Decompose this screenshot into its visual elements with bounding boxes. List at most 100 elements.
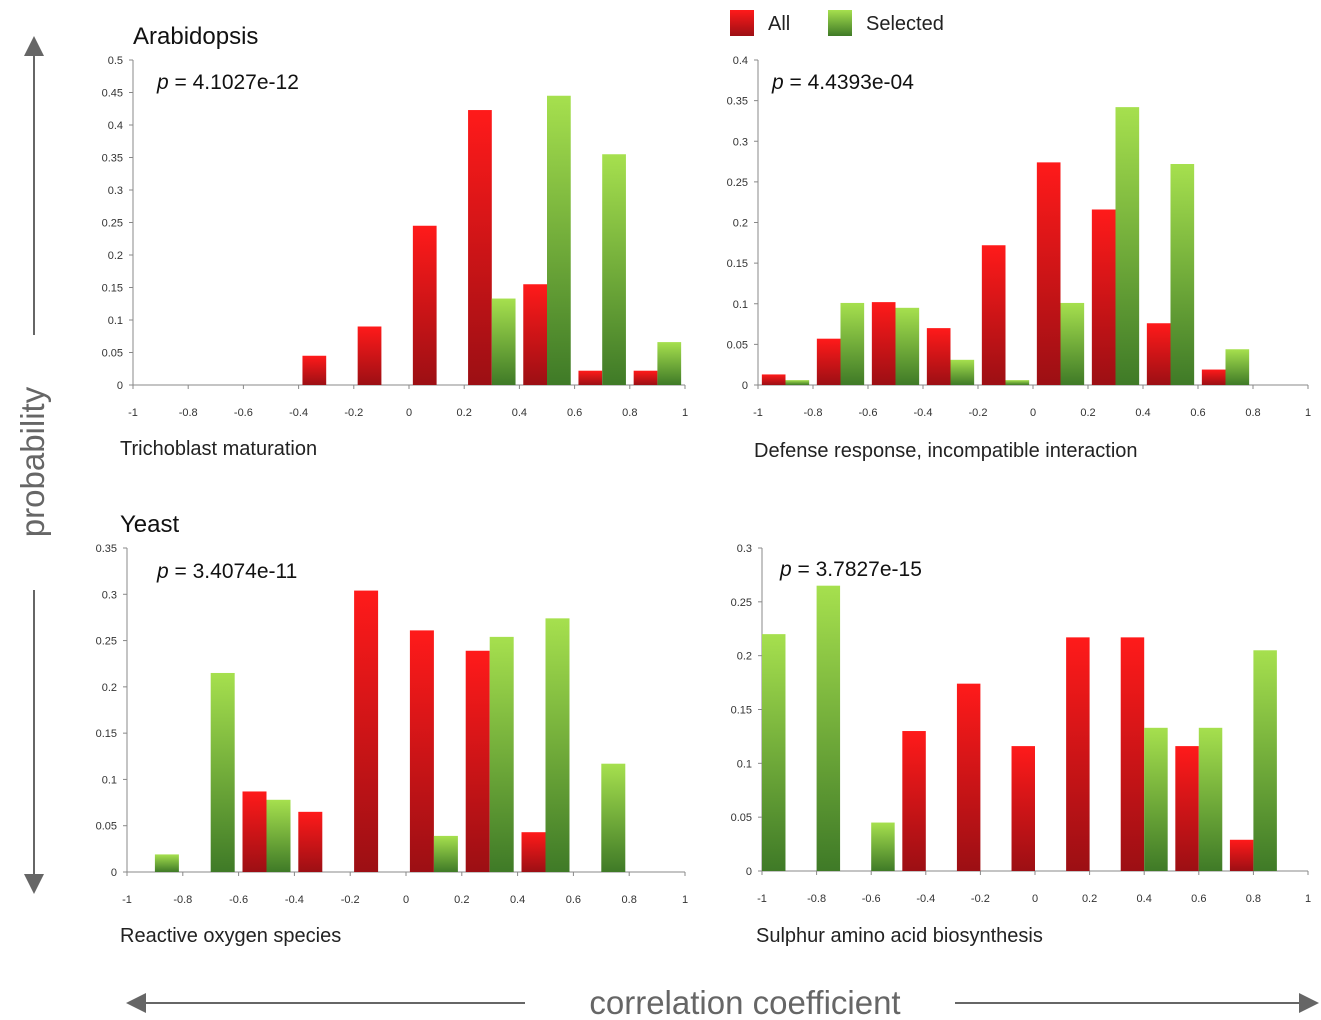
x-tick-label: -0.2 — [971, 893, 990, 905]
legend-swatch-selected — [828, 10, 852, 36]
x-tick-label: -0.6 — [234, 407, 253, 419]
x-axis-label: correlation coefficient — [589, 984, 900, 1020]
y-tick-label: 0.3 — [108, 185, 123, 197]
y-tick-label: 0.15 — [731, 705, 752, 717]
bar-all — [1091, 209, 1116, 385]
y-tick-label: 0.35 — [96, 543, 117, 555]
x-tick-label: -0.8 — [804, 407, 823, 419]
y-tick-label: 0.2 — [102, 682, 117, 694]
y-tick-label: 0 — [746, 866, 752, 878]
x-tick-label: -0.8 — [179, 407, 198, 419]
x-tick-label: -0.4 — [285, 894, 304, 906]
bar-all — [1175, 746, 1199, 871]
x-tick-label: -0.4 — [914, 407, 933, 419]
y-tick-label: 0.4 — [733, 55, 748, 67]
x-tick-label: 0.2 — [454, 894, 469, 906]
y-tick-label: 0 — [117, 380, 123, 392]
y-tick-label: 0.4 — [108, 120, 123, 132]
bar-all — [981, 245, 1006, 385]
bar-all — [816, 338, 841, 385]
bar-selected — [1144, 727, 1168, 871]
y-tick-label: 0.5 — [108, 55, 123, 67]
bar-all — [354, 590, 379, 872]
y-axis-label-group: probability — [14, 36, 51, 894]
bar-selected — [1253, 650, 1277, 871]
bar-all — [523, 284, 547, 385]
x-tick-label: 0.6 — [1191, 893, 1206, 905]
y-tick-label: 0.25 — [96, 636, 117, 648]
organism-label: Yeast — [120, 511, 180, 538]
bar-all — [956, 683, 981, 871]
panel-xlabel: Defense response, incompatible interacti… — [754, 440, 1138, 462]
y-tick-label: 0.45 — [102, 88, 123, 100]
x-tick-label: 0.4 — [512, 407, 527, 419]
x-tick-label: -1 — [753, 407, 763, 419]
bar-all — [357, 326, 382, 385]
legend: All Selected — [730, 10, 944, 36]
x-tick-label: -0.6 — [862, 893, 881, 905]
panel-xlabel: Sulphur amino acid biosynthesis — [756, 925, 1043, 947]
bar-selected — [210, 672, 235, 872]
legend-label-selected: Selected — [866, 13, 944, 35]
bar-selected — [154, 854, 179, 872]
y-tick-label: 0 — [111, 867, 117, 879]
x-tick-label: -0.2 — [969, 407, 988, 419]
x-tick-label: 0.4 — [1135, 407, 1150, 419]
bar-selected — [1225, 349, 1250, 385]
x-tick-label: -0.8 — [807, 893, 826, 905]
panel-xlabel: Trichoblast maturation — [120, 438, 317, 460]
chart-panel-1: 0 0.05 0.1 0.15 0.2 0.25 0.3 0.35 0.4 0.45 0.5 -1 -0… — [102, 23, 688, 460]
bar-all — [465, 650, 490, 872]
x-tick-label: 1 — [1305, 893, 1311, 905]
x-tick-label: 0.8 — [1246, 893, 1261, 905]
x-tick-label: -1 — [122, 894, 132, 906]
x-tick-label: 0 — [403, 894, 409, 906]
y-tick-label: 0.3 — [733, 136, 748, 148]
bar-all — [902, 731, 926, 871]
bar-all — [1146, 323, 1171, 385]
x-tick-label: 0.2 — [1080, 407, 1095, 419]
y-tick-label: 0.2 — [737, 651, 752, 663]
bar-all — [761, 374, 786, 385]
bar-selected — [657, 342, 682, 385]
x-tick-label: -0.2 — [344, 407, 363, 419]
y-tick-label: 0.3 — [737, 543, 752, 555]
bar-selected — [871, 822, 895, 871]
x-tick-label: -1 — [757, 893, 767, 905]
y-tick-label: 0.25 — [727, 177, 748, 189]
bar-all — [302, 355, 327, 385]
y-tick-label: 0.1 — [108, 315, 123, 327]
x-tick-label: -0.6 — [859, 407, 878, 419]
legend-label-all: All — [768, 13, 790, 35]
x-tick-label: -1 — [128, 407, 138, 419]
chart-panel-2: 0 0.05 0.1 0.15 0.2 0.25 0.3 0.35 0.4 -1 -0.8 -0.6 -… — [727, 55, 1311, 462]
bar-selected — [1115, 107, 1140, 385]
x-tick-label: -0.2 — [341, 894, 360, 906]
x-tick-label: -0.4 — [916, 893, 935, 905]
y-tick-label: 0.25 — [731, 597, 752, 609]
x-tick-label: 0.2 — [457, 407, 472, 419]
x-tick-label: 0 — [406, 407, 412, 419]
y-tick-label: 0.35 — [102, 153, 123, 165]
x-tick-label: -0.8 — [173, 894, 192, 906]
p-value-label: p = 4.4393e-04 — [771, 71, 914, 94]
chart-panel-3: 0 0.05 0.1 0.15 0.2 0.25 0.3 0.35 -1 -0.8 -0.6 -0.4… — [96, 511, 688, 947]
x-tick-label: 0.8 — [622, 407, 637, 419]
x-tick-label: 1 — [1305, 407, 1311, 419]
x-tick-label: 0.6 — [566, 894, 581, 906]
bar-selected — [1005, 380, 1030, 385]
bar-all — [578, 370, 603, 385]
bar-selected — [785, 380, 810, 385]
bar-all — [871, 302, 896, 385]
x-axis-label-group: correlation coefficient — [126, 984, 1319, 1020]
bar-selected — [433, 835, 458, 872]
bar-all — [1229, 839, 1254, 871]
bar-all — [926, 328, 951, 385]
y-tick-label: 0.2 — [733, 218, 748, 230]
p-value-label: p = 3.7827e-15 — [779, 558, 922, 581]
x-tick-label: -0.6 — [229, 894, 248, 906]
p-value-label: p = 4.1027e-12 — [156, 71, 299, 94]
y-tick-label: 0.15 — [102, 283, 123, 295]
y-tick-label: 0.35 — [727, 96, 748, 108]
chart-panel-4: 0 0.05 0.1 0.15 0.2 0.25 0.3 -1 -0.8 -0.6 -0.4 -0.2… — [731, 543, 1311, 947]
